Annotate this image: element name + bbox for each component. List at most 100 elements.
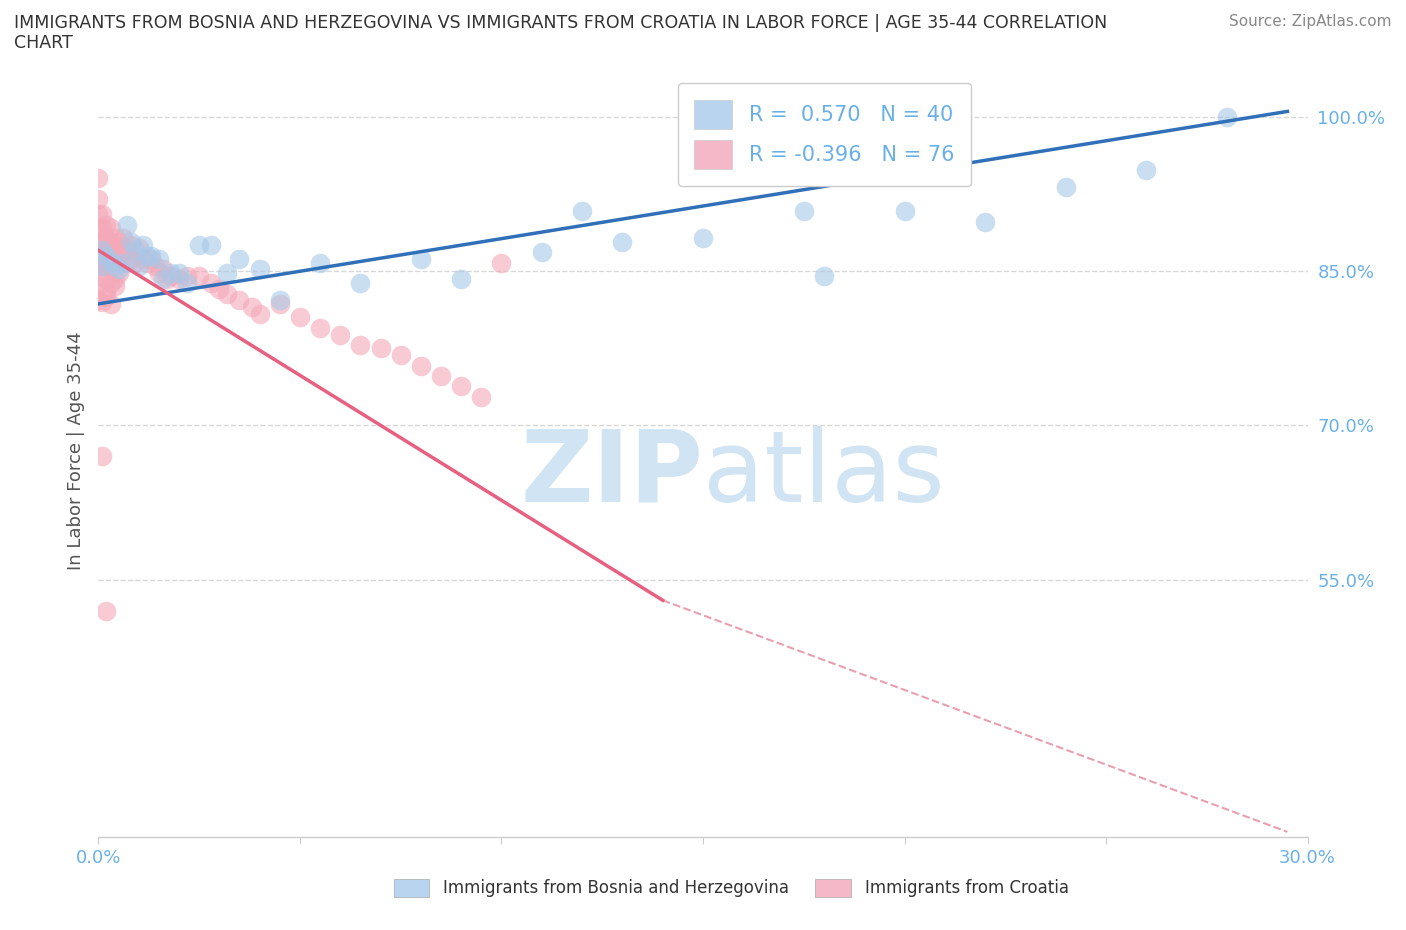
Point (148, 266, 170, 281)
Point (450, 379, 472, 393)
Point (96, 248, 118, 263)
Point (530, 245, 553, 259)
Point (329, 327, 352, 342)
Point (1135, 163, 1157, 178)
FancyBboxPatch shape (815, 879, 851, 897)
FancyBboxPatch shape (394, 879, 429, 897)
Point (389, 348, 412, 363)
Point (103, 231, 125, 246)
Point (188, 269, 211, 284)
Point (96, 284, 118, 299)
Point (96, 272, 118, 286)
Point (120, 238, 142, 253)
Point (148, 251, 170, 266)
Point (160, 266, 183, 281)
Point (156, 272, 179, 286)
Point (100, 276, 122, 291)
Point (152, 272, 174, 286)
Point (491, 255, 513, 270)
Point (124, 255, 146, 270)
Point (167, 272, 190, 286)
Point (139, 251, 162, 266)
Point (269, 297, 291, 312)
Point (91, 248, 114, 263)
Point (793, 204, 815, 219)
Point (87, 269, 110, 284)
Legend: R =  0.570   N = 40, R = -0.396   N = 76: R = 0.570 N = 40, R = -0.396 N = 76 (678, 84, 970, 186)
Point (107, 261, 129, 276)
Point (470, 389, 492, 404)
Point (96, 231, 118, 246)
Point (135, 248, 157, 263)
Point (249, 307, 271, 322)
Point (349, 276, 371, 291)
Point (240, 299, 263, 314)
Point (228, 292, 250, 307)
Point (91, 259, 114, 273)
Point (409, 251, 432, 266)
Point (1216, 109, 1239, 124)
Point (612, 234, 634, 249)
Point (120, 234, 142, 249)
Point (893, 204, 915, 219)
Point (87, 292, 110, 307)
Point (430, 368, 453, 383)
Point (111, 255, 134, 270)
Point (100, 251, 122, 266)
Point (87, 248, 110, 263)
Point (188, 238, 211, 253)
Point (228, 251, 250, 266)
Point (217, 266, 239, 281)
Point (128, 241, 150, 256)
Point (450, 272, 472, 286)
Point (96, 604, 118, 618)
Point (103, 272, 125, 286)
Point (96, 218, 118, 232)
Point (409, 358, 432, 373)
Y-axis label: In Labor Force | Age 35-44: In Labor Force | Age 35-44 (66, 332, 84, 570)
Point (91, 243, 114, 258)
Point (100, 234, 122, 249)
Point (1054, 179, 1077, 194)
Point (217, 286, 239, 301)
Point (87, 259, 110, 273)
Point (107, 266, 129, 281)
Point (103, 279, 125, 294)
Point (813, 269, 835, 284)
Point (115, 255, 138, 270)
Point (120, 251, 142, 266)
Point (176, 269, 198, 284)
Point (87, 222, 110, 237)
Point (100, 253, 122, 268)
Text: atlas: atlas (703, 426, 945, 523)
Point (103, 238, 125, 253)
Point (269, 292, 291, 307)
Point (96, 243, 118, 258)
Point (87, 206, 110, 221)
Point (208, 282, 231, 297)
Point (167, 266, 190, 281)
Point (91, 220, 114, 235)
Point (974, 214, 997, 229)
Point (91, 255, 114, 270)
Point (124, 243, 146, 258)
Point (115, 218, 138, 232)
Point (96, 259, 118, 273)
Point (132, 238, 155, 253)
Point (176, 276, 198, 291)
Point (100, 261, 122, 276)
Point (103, 251, 125, 266)
Point (135, 255, 157, 270)
Point (91, 234, 114, 249)
Point (87, 279, 110, 294)
Point (91, 295, 114, 310)
Point (288, 310, 311, 325)
Text: ZIP: ZIP (520, 426, 703, 523)
Point (96, 289, 118, 304)
Point (143, 259, 166, 273)
Point (160, 269, 183, 284)
Point (349, 338, 371, 352)
Point (103, 259, 125, 273)
Point (128, 259, 150, 273)
Text: CHART: CHART (14, 34, 73, 52)
